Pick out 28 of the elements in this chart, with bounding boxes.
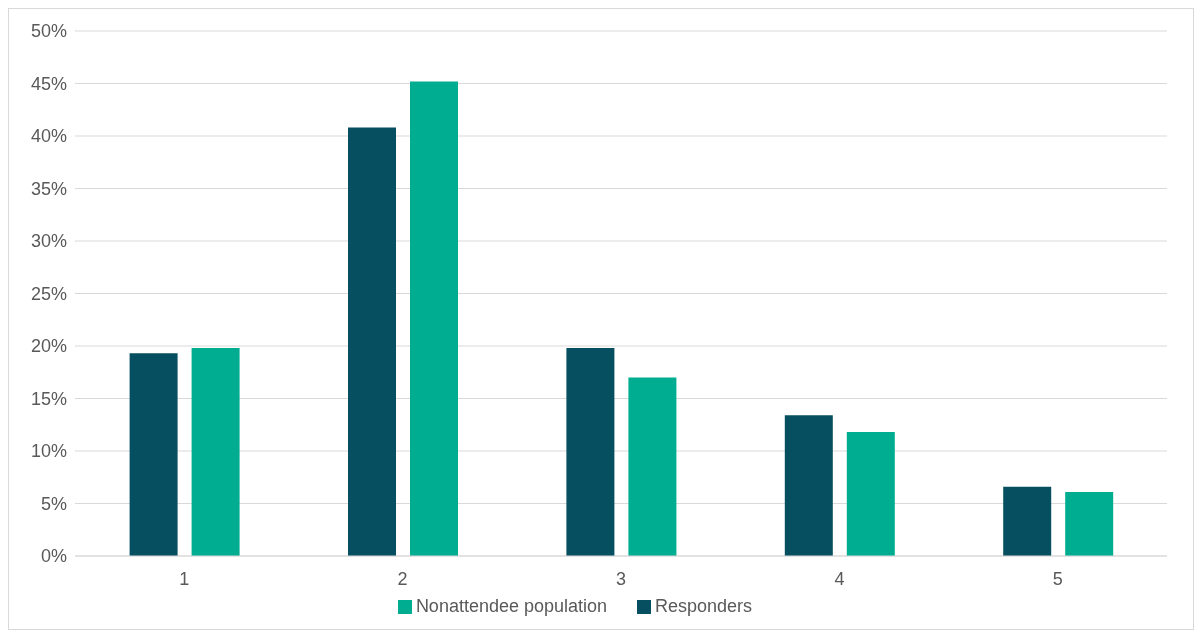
x-tick-label: 4 bbox=[834, 568, 845, 589]
bar bbox=[846, 432, 895, 556]
bar bbox=[628, 377, 677, 556]
y-tick-label: 40% bbox=[30, 126, 67, 147]
y-tick-label: 10% bbox=[30, 441, 67, 462]
y-tick-label: 20% bbox=[30, 336, 67, 357]
y-tick-label: 50% bbox=[30, 21, 67, 42]
bar bbox=[191, 348, 240, 556]
bar bbox=[410, 81, 458, 556]
bar bbox=[1065, 491, 1114, 556]
y-tick-label: 5% bbox=[40, 493, 67, 514]
bar bbox=[784, 415, 833, 556]
y-tick-label: 45% bbox=[30, 73, 67, 94]
x-tick-label: 1 bbox=[179, 568, 190, 589]
legend-label: Responders bbox=[655, 596, 753, 616]
bar bbox=[129, 353, 178, 556]
y-tick-label: 30% bbox=[30, 231, 67, 252]
bar bbox=[566, 348, 615, 556]
y-tick-label: 0% bbox=[40, 546, 67, 567]
x-tick-label: 5 bbox=[1052, 568, 1063, 589]
bar bbox=[1003, 486, 1052, 556]
x-tick-label: 2 bbox=[397, 568, 408, 589]
y-tick-label: 25% bbox=[30, 283, 67, 304]
x-tick-label: 3 bbox=[615, 568, 627, 589]
bar bbox=[348, 127, 396, 556]
legend-label: Nonattendee population bbox=[415, 596, 608, 616]
y-tick-label: 15% bbox=[30, 388, 67, 409]
y-tick-label: 35% bbox=[30, 178, 67, 199]
